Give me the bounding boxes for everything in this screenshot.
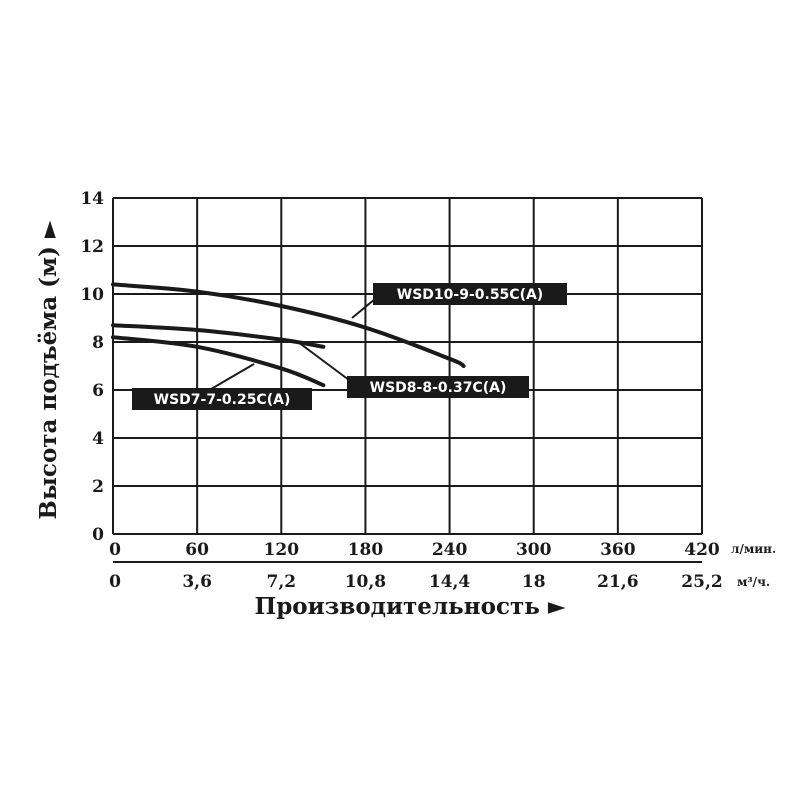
series-line-3: [111, 335, 326, 388]
x-tick-label-secondary: 18: [522, 572, 546, 592]
series-labels: WSD10-9-0.55C(A) WSD8-8-0.37C(A) WSD7-7-0.…: [132, 283, 567, 410]
x-tick-label-primary: 420: [684, 540, 720, 560]
series-label: WSD10-9-0.55C(A): [397, 287, 543, 303]
x-tick-label-primary: 300: [516, 540, 552, 560]
series-label-leader: [351, 298, 376, 319]
series-label-box: [347, 376, 529, 398]
series-label-leader: [205, 363, 255, 393]
x-tick-labels-secondary: 0 3,6 7,2 10,8 14,4 18 21,6 25,2: [109, 572, 723, 592]
series-label-leader: [297, 341, 350, 381]
chart-grid: [112, 197, 703, 535]
y-tick-label: 0: [92, 525, 104, 545]
y-tick-label: 4: [92, 429, 104, 449]
x-tick-label-secondary: 10,8: [345, 572, 386, 592]
y-tick-label: 2: [92, 477, 104, 497]
series-line-2: [111, 323, 326, 349]
x-axis-title: Производительность ►: [254, 593, 565, 620]
x-tick-label-primary: 360: [600, 540, 636, 560]
x-tick-label-primary: 120: [264, 540, 300, 560]
y-tick-label: 14: [80, 189, 104, 209]
series-label-box: [132, 388, 312, 410]
series-label: WSD8-8-0.37C(A): [370, 380, 507, 396]
x-unit-secondary: м³/ч.: [737, 575, 770, 589]
series-lines: [111, 282, 466, 388]
y-tick-label: 6: [92, 381, 104, 401]
x-tick-label-secondary: 0: [109, 572, 121, 592]
x-unit-primary: л/мин.: [731, 542, 776, 556]
y-tick-labels: 0 2 4 6 8 10 12 14: [80, 189, 104, 545]
x-tick-label-secondary: 25,2: [681, 572, 722, 592]
y-tick-label: 10: [80, 285, 104, 305]
x-tick-label-primary: 180: [348, 540, 384, 560]
x-tick-label-secondary: 14,4: [429, 572, 471, 592]
series-label: WSD7-7-0.25C(A): [154, 392, 291, 408]
y-axis-title: Высота подъёма (м) ►: [35, 220, 62, 519]
y-tick-label: 12: [80, 237, 104, 257]
series-line-1: [111, 282, 466, 368]
x-tick-label-secondary: 3,6: [182, 572, 212, 592]
x-tick-label-primary: 0: [109, 540, 121, 560]
x-tick-label-secondary: 7,2: [266, 572, 296, 592]
x-tick-labels-primary: 0 60 120 180 240 300 360 420: [109, 540, 720, 560]
x-tick-label-secondary: 21,6: [597, 572, 638, 592]
y-tick-label: 8: [92, 333, 104, 353]
x-tick-label-primary: 60: [185, 540, 209, 560]
series-label-box: [373, 283, 567, 305]
x-tick-label-primary: 240: [432, 540, 468, 560]
